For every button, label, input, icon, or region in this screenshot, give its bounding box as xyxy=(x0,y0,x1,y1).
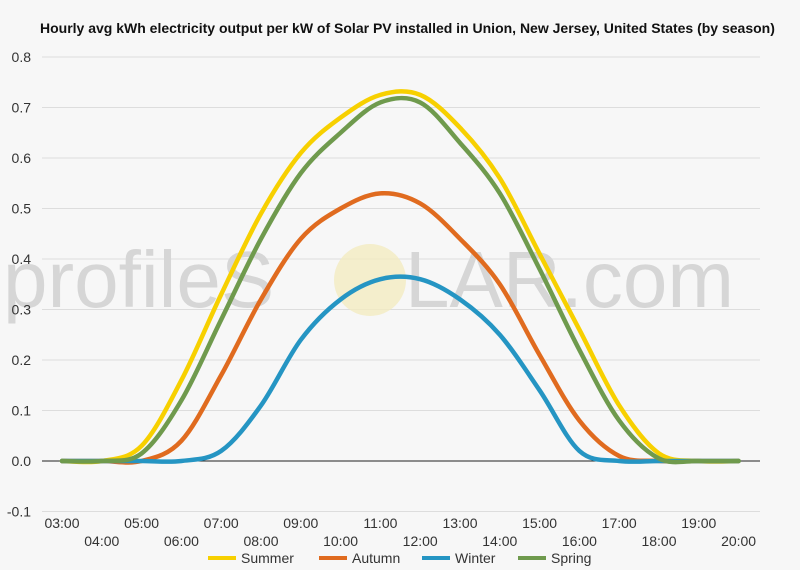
y-tick-label: 0.8 xyxy=(12,49,32,65)
x-tick-label: 15:00 xyxy=(522,515,557,531)
x-tick-label: 20:00 xyxy=(721,533,756,549)
x-tick-label: 08:00 xyxy=(243,533,278,549)
x-tick-label: 17:00 xyxy=(602,515,637,531)
y-tick-label: 0.2 xyxy=(12,352,32,368)
legend: Summer Autumn Winter Spring xyxy=(208,550,591,566)
x-tick-label: 09:00 xyxy=(283,515,318,531)
grid-lines xyxy=(42,56,760,512)
y-tick-label: 0.1 xyxy=(12,403,32,419)
legend-label-winter: Winter xyxy=(455,550,496,566)
x-tick-label: 14:00 xyxy=(482,533,517,549)
y-tick-label: 0.4 xyxy=(12,251,32,267)
x-tick-label: 13:00 xyxy=(442,515,477,531)
series-line-autumn xyxy=(59,190,741,465)
x-tick-label: 16:00 xyxy=(562,533,597,549)
y-tick-label: -0.1 xyxy=(7,504,31,520)
x-tick-label: 06:00 xyxy=(164,533,199,549)
x-tick-label: 12:00 xyxy=(403,533,438,549)
series-lines xyxy=(59,89,741,465)
y-tick-label: 0.0 xyxy=(12,453,32,469)
y-axis-ticks: 0.8 0.7 0.6 0.5 0.4 0.3 0.2 0.1 0.0 -0.1 xyxy=(7,49,31,520)
legend-label-autumn: Autumn xyxy=(352,550,400,566)
x-tick-label: 18:00 xyxy=(641,533,676,549)
series-line-summer xyxy=(59,89,741,465)
series-line-winter xyxy=(59,274,741,464)
x-tick-label: 03:00 xyxy=(44,515,79,531)
y-tick-label: 0.5 xyxy=(12,201,32,217)
x-tick-label: 11:00 xyxy=(363,515,397,531)
y-tick-label: 0.7 xyxy=(12,100,32,116)
y-tick-label: 0.6 xyxy=(12,150,32,166)
watermark: profileS LAR.com xyxy=(3,235,734,324)
x-tick-label: 19:00 xyxy=(681,515,716,531)
x-tick-label: 10:00 xyxy=(323,533,358,549)
legend-label-spring: Spring xyxy=(551,550,591,566)
x-tick-label: 07:00 xyxy=(204,515,239,531)
chart-title: Hourly avg kWh electricity output per kW… xyxy=(40,20,775,36)
watermark-text-left: profileS xyxy=(3,235,274,324)
legend-label-summer: Summer xyxy=(241,550,294,566)
x-tick-label: 04:00 xyxy=(84,533,119,549)
series-line-spring xyxy=(59,95,741,465)
x-tick-label: 05:00 xyxy=(124,515,159,531)
y-tick-label: 0.3 xyxy=(12,302,32,318)
watermark-sun-icon xyxy=(334,244,406,316)
